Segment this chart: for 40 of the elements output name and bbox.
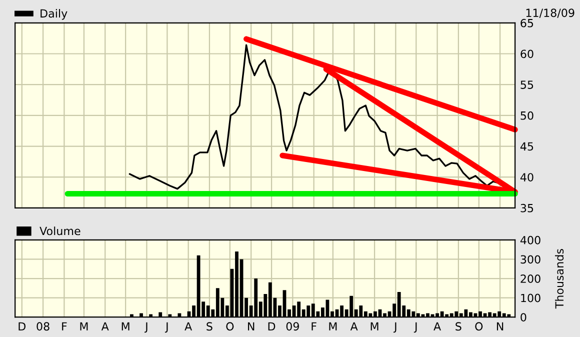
x-tick-label: S [206, 322, 212, 331]
x-tick-label: M [122, 322, 130, 330]
x-tick-label: J [144, 322, 148, 333]
x-tick-label: J [414, 322, 417, 333]
y-tick-label: 55 [520, 80, 534, 89]
legend-label: Volume [40, 226, 80, 236]
text: 11/18/09 [526, 8, 574, 18]
y-tick-label: 100 [521, 294, 540, 302]
y-tick-label: 35 [520, 204, 534, 212]
y-tick-label: 65 [520, 18, 534, 28]
x-tick-label: F [62, 322, 67, 330]
legend-label: Daily [40, 9, 68, 20]
y-tick-label: 0 [520, 313, 526, 322]
x-tick-label: A [350, 322, 358, 330]
x-tick-label: M [329, 322, 337, 330]
x-tick-label: 09 [286, 322, 299, 331]
x-tick-label: S [456, 322, 462, 331]
x-tick-label: N [496, 322, 504, 330]
y-tick-label: 200 [520, 274, 540, 283]
x-tick-label: J [164, 322, 168, 333]
y-axis-title: Thousands [555, 248, 564, 309]
x-tick-label: D [268, 322, 276, 330]
y-tick-label: 45 [520, 142, 534, 151]
x-tick-label: A [184, 322, 192, 330]
y-tick-label: 400 [520, 236, 540, 244]
x-tick-label: F [312, 322, 316, 330]
y-tick-label: 300 [520, 255, 540, 264]
x-tick-label: M [80, 322, 88, 330]
x-tick-label: J [393, 322, 396, 333]
x-tick-label: O [475, 322, 483, 331]
x-tick-label: D [18, 322, 26, 330]
x-tick-label: A [434, 322, 441, 330]
x-tick-label: O [226, 322, 234, 331]
x-tick-label: 08 [36, 322, 50, 331]
x-tick-label: N [248, 322, 254, 330]
y-tick-label: 50 [520, 111, 534, 120]
y-tick-label: 60 [520, 50, 534, 58]
x-tick-label: M [370, 322, 378, 330]
y-tick-label: 40 [520, 173, 534, 182]
x-tick-label: A [101, 322, 109, 330]
